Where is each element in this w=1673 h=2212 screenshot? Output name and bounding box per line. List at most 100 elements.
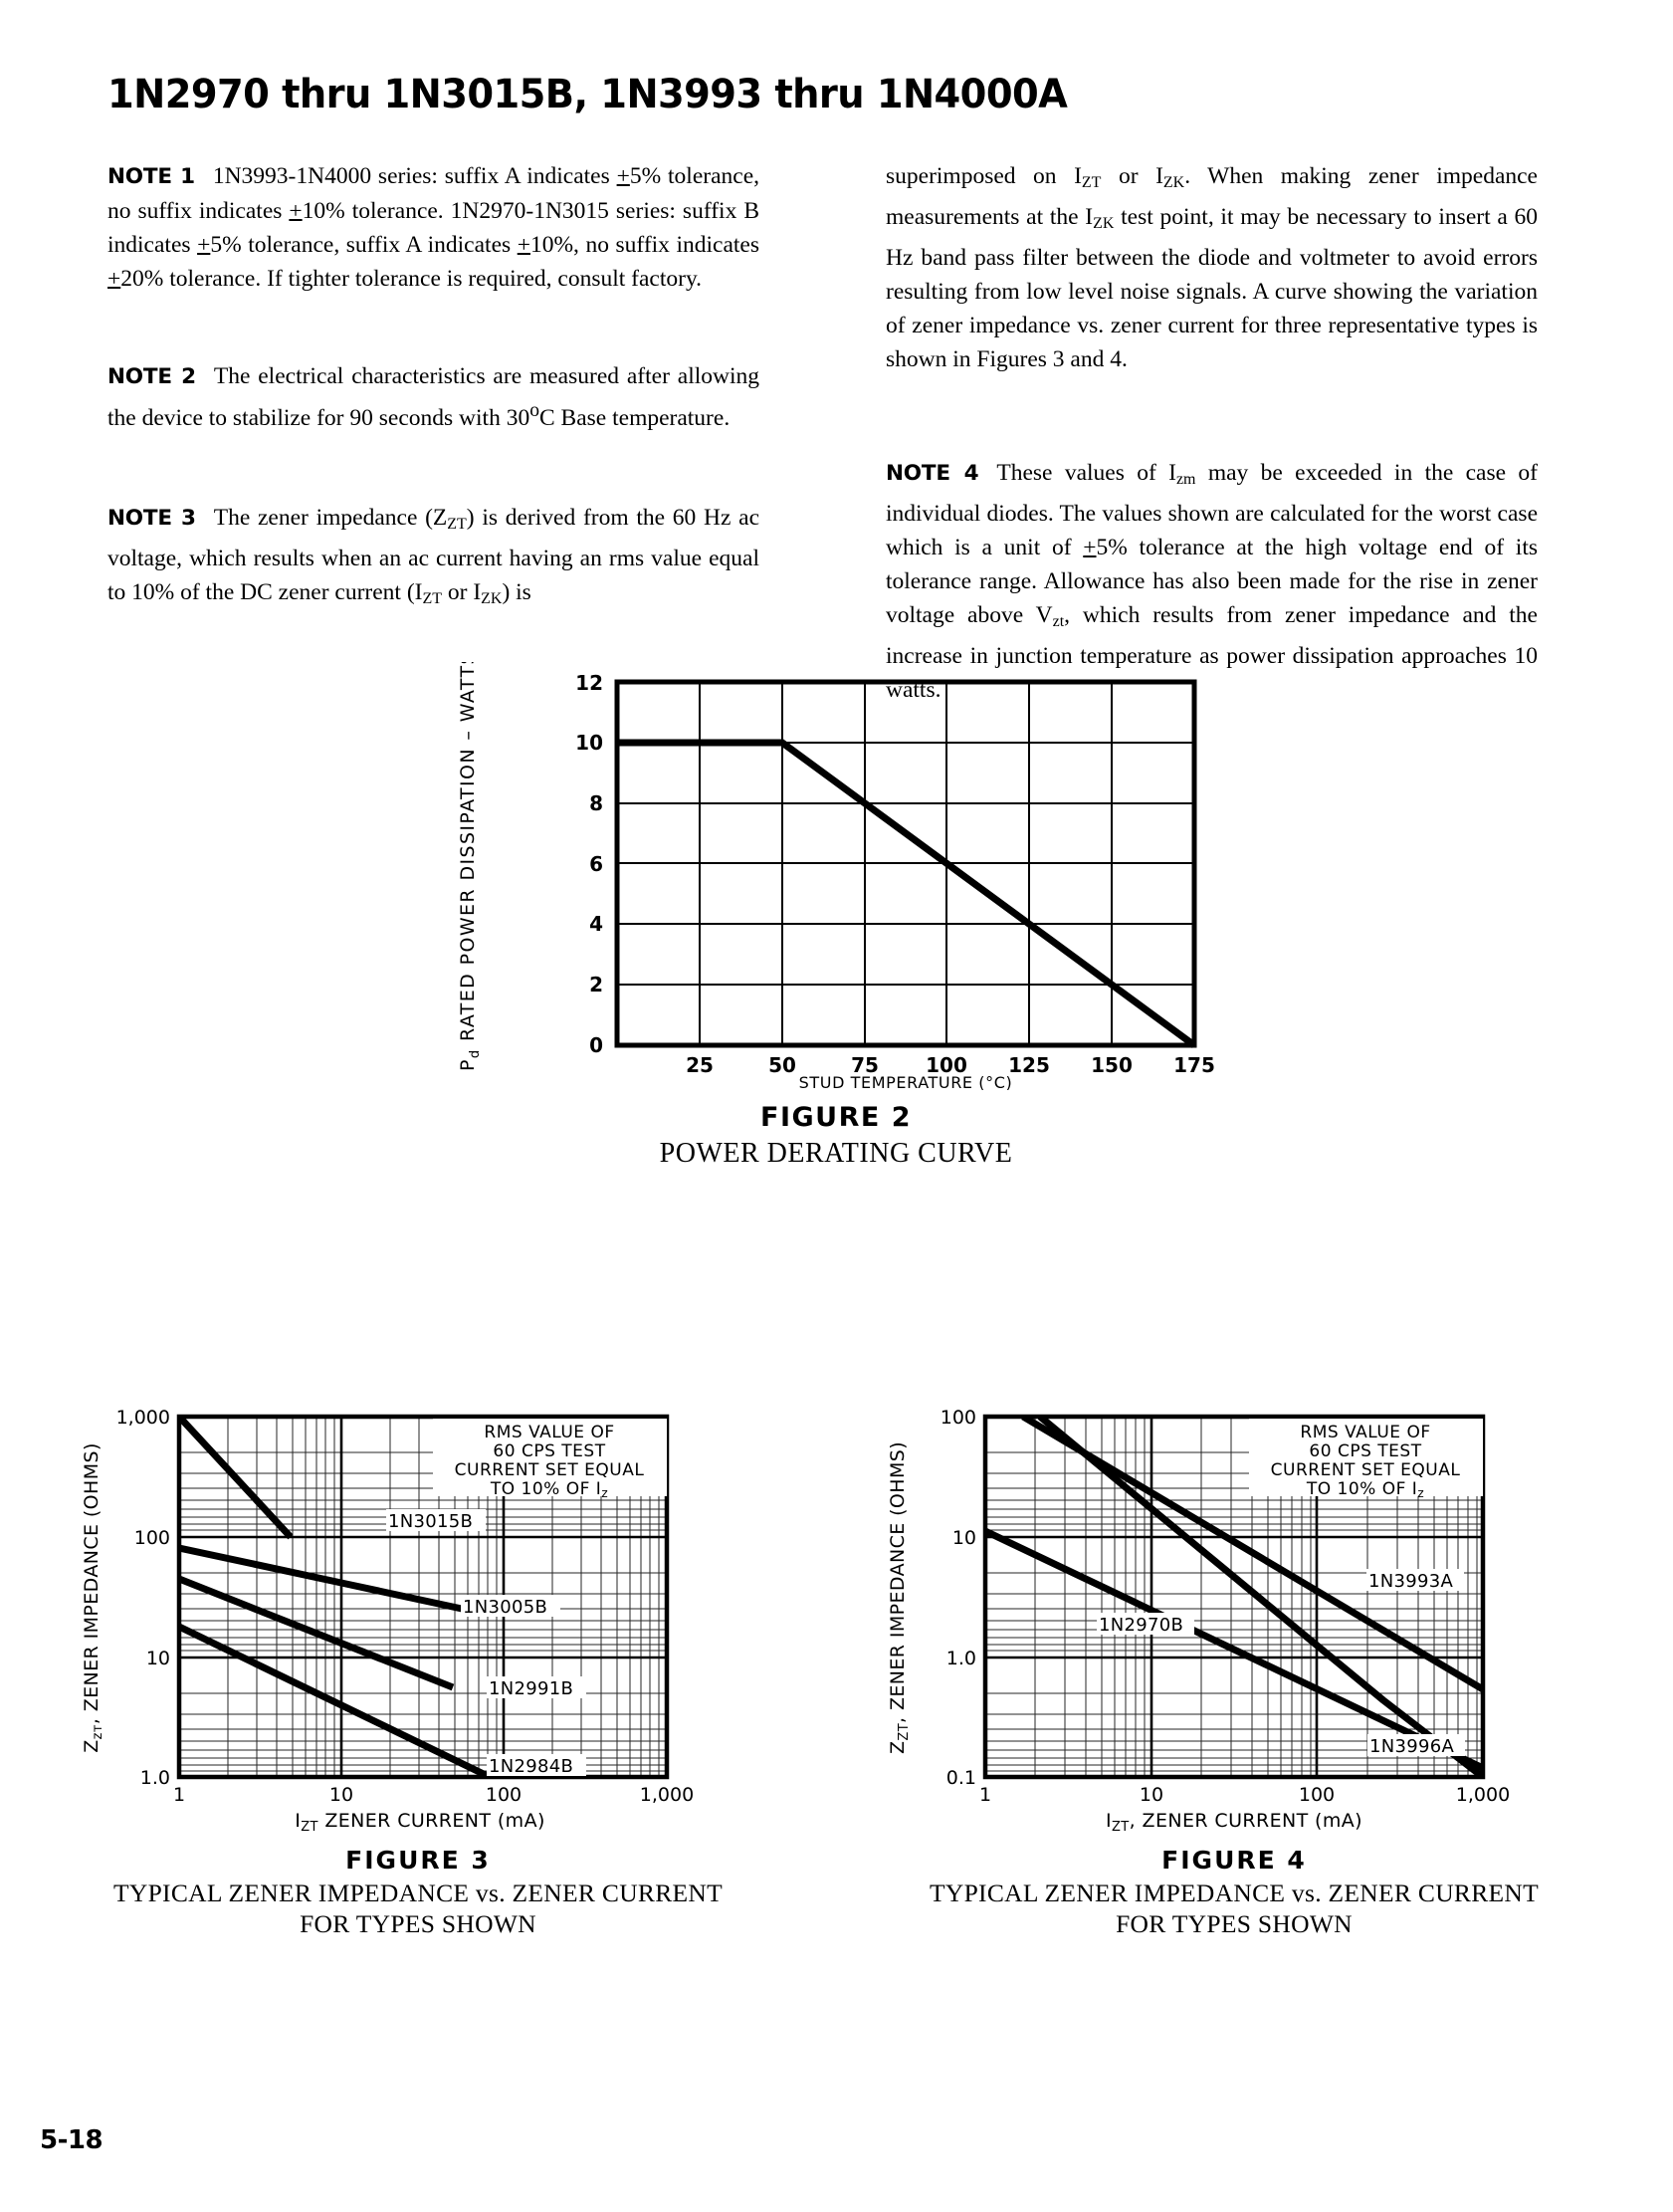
- note-2-label: NOTE 2: [107, 364, 196, 389]
- y-tick-12: 12: [575, 671, 603, 695]
- figure-4-y-ticks: 100 10 1.0 0.1: [941, 1407, 976, 1789]
- figure-4-plot-frame: [982, 1414, 1486, 1780]
- page-title: 1N2970 thru 1N3015B, 1N3993 thru 1N4000A: [107, 72, 1068, 117]
- figure-2-y-ticks: 12 10 8 6 4 2 0: [575, 671, 603, 1057]
- note-1-text: 1N3993-1N4000 series: suffix A indicates…: [107, 163, 759, 292]
- note-2-text: The electrical characteristics are measu…: [107, 363, 760, 431]
- figure-4-series-labels: 1N3993A 1N2970B 1N3996A: [1097, 1569, 1465, 1757]
- figure-3-x-tick-10: 10: [329, 1784, 353, 1806]
- figure-2-y-axis-label: Pd RATED POWER DISSIPATION – WATTS: [457, 662, 483, 1071]
- figure-3-curve-1n3015b: [179, 1417, 294, 1540]
- figure-3-label-1n2984b: 1N2984B: [489, 1756, 573, 1777]
- figure-4-annotation-line-4: TO 10% OF Iz: [1306, 1479, 1424, 1500]
- figure-3-y-tick-100: 100: [134, 1527, 170, 1549]
- figure-3-label-1n2991b: 1N2991B: [489, 1678, 573, 1699]
- figure-4-number: FIGURE 4: [1161, 1846, 1307, 1875]
- figure-4-y-tick-10: 10: [952, 1527, 976, 1549]
- figure-4-label-1n3993a: 1N3993A: [1368, 1571, 1454, 1592]
- figure-4-x-tick-10: 10: [1140, 1784, 1163, 1806]
- figure-3-label-1n3005b: 1N3005B: [463, 1597, 547, 1618]
- figure-4-title-line-1: TYPICAL ZENER IMPEDANCE vs. ZENER CURREN…: [929, 1879, 1539, 1907]
- figure-3-curve-1n2991b: [179, 1575, 455, 1691]
- figure-4-x-axis-label: IZT, ZENER CURRENT (mA): [1106, 1810, 1362, 1835]
- figure-3-title-line-2: FOR TYPES SHOWN: [300, 1909, 536, 1938]
- figure-3-y-ticks: 1,000 100 10 1.0: [116, 1407, 170, 1789]
- note-2: NOTE 2 The electrical characteristics are…: [107, 359, 759, 435]
- figure-3-series-labels: 1N3015B 1N3005B 1N2991B 1N2984B: [386, 1509, 586, 1777]
- figure-4-label-1n2970b: 1N2970B: [1099, 1615, 1183, 1636]
- note-4-label: NOTE 4: [886, 461, 979, 486]
- figure-4-x-ticks: 1 10 100 1,000: [979, 1784, 1510, 1806]
- figure-3-x-axis-label: IZT ZENER CURRENT (mA): [295, 1810, 545, 1835]
- figure-3-x-tick-100: 100: [486, 1784, 522, 1806]
- figure-3-y-tick-1000: 1,000: [116, 1407, 170, 1429]
- figure-4-y-tick-0-1: 0.1: [946, 1767, 976, 1789]
- figure-3: RMS VALUE OF 60 CPS TEST CURRENT SET EQU…: [70, 1399, 766, 1939]
- figure-4-y-tick-1: 1.0: [946, 1648, 976, 1669]
- figure-2: 12 10 8 6 4 2 0 25 50 75 100 125 150 175…: [438, 662, 1234, 1170]
- figure-4-x-tick-100: 100: [1299, 1784, 1335, 1806]
- note-4: NOTE 4 These values of Izm may be exceede…: [886, 456, 1538, 707]
- x-tick-25: 25: [686, 1053, 714, 1077]
- y-tick-4: 4: [589, 912, 603, 936]
- figure-2-grid: [617, 682, 1194, 1045]
- figure-3-x-tick-1: 1: [173, 1784, 185, 1806]
- y-tick-2: 2: [589, 973, 603, 996]
- figure-3-caption: FIGURE 3 TYPICAL ZENER IMPEDANCE vs. ZEN…: [70, 1846, 766, 1939]
- figure-3-y-tick-1: 1.0: [140, 1767, 170, 1789]
- note-1-label: NOTE 1: [107, 164, 195, 189]
- y-tick-0: 0: [589, 1033, 603, 1057]
- figure-3-y-axis-label: Zzт, ZENER IMPEDANCE (OHMS): [81, 1442, 105, 1753]
- figure-4-chart: RMS VALUE OF 60 CPS TEST CURRENT SET EQU…: [887, 1407, 1510, 1835]
- figure-3-x-tick-1000: 1,000: [640, 1784, 694, 1806]
- figure-4-x-tick-1000: 1,000: [1456, 1784, 1510, 1806]
- note-3-continuation-text: superimposed on IZT or IZK. When making …: [886, 163, 1539, 372]
- x-tick-175: 175: [1173, 1053, 1215, 1077]
- note-4-text: These values of Izm may be exceeded in t…: [886, 460, 1538, 703]
- figure-4-annotation-line-2: 60 CPS TEST: [1309, 1441, 1421, 1461]
- y-tick-6: 6: [589, 852, 603, 876]
- figure-4-annotation-line-1: RMS VALUE OF: [1300, 1423, 1430, 1442]
- figure-4-curve-1n2970b: [985, 1527, 1483, 1772]
- figure-3-chart: RMS VALUE OF 60 CPS TEST CURRENT SET EQU…: [81, 1407, 694, 1835]
- figure-2-curve: [617, 739, 1197, 1048]
- x-tick-150: 150: [1091, 1053, 1133, 1077]
- figure-4-x-tick-1: 1: [979, 1784, 991, 1806]
- figure-3-annotation-line-3: CURRENT SET EQUAL: [455, 1460, 645, 1480]
- figure-2-chart: 12 10 8 6 4 2 0 25 50 75 100 125 150 175…: [457, 662, 1215, 1090]
- note-1: NOTE 1 1N3993-1N4000 series: suffix A ind…: [107, 159, 759, 296]
- note-3-text: The zener impedance (ZZT) is derived fro…: [107, 504, 759, 607]
- figure-3-annotation-line-2: 60 CPS TEST: [493, 1441, 605, 1461]
- figure-3-plot-frame: [176, 1414, 670, 1780]
- y-tick-8: 8: [589, 791, 603, 815]
- figure-4: RMS VALUE OF 60 CPS TEST CURRENT SET EQU…: [876, 1399, 1592, 1939]
- note-3-label: NOTE 3: [107, 505, 196, 531]
- figure-4-y-tick-100: 100: [941, 1407, 976, 1429]
- figure-3-label-1n3015b: 1N3015B: [388, 1511, 473, 1532]
- figure-2-plot-frame: [614, 679, 1197, 1048]
- figure-2-x-ticks: 25 50 75 100 125 150 175: [686, 1053, 1215, 1077]
- note-3-continuation: superimposed on IZT or IZK. When making …: [886, 159, 1538, 376]
- x-tick-75: 75: [851, 1053, 879, 1077]
- figure-3-annotation: RMS VALUE OF 60 CPS TEST CURRENT SET EQU…: [433, 1419, 667, 1500]
- figure-3-number: FIGURE 3: [345, 1846, 491, 1875]
- figure-4-annotation: RMS VALUE OF 60 CPS TEST CURRENT SET EQU…: [1249, 1419, 1483, 1500]
- figure-4-y-axis-label: ZZT, ZENER IMPEDANCE (OHMS): [887, 1441, 912, 1754]
- notes-column-left: NOTE 1 1N3993-1N4000 series: suffix A ind…: [107, 159, 759, 646]
- page-number: 5-18: [40, 2125, 104, 2155]
- figure-3-x-ticks: 1 10 100 1,000: [173, 1784, 694, 1806]
- notes-column-right-lower: NOTE 4 These values of Izm may be exceede…: [886, 456, 1538, 737]
- figure-3-y-tick-10: 10: [146, 1648, 170, 1669]
- figure-4-title-line-2: FOR TYPES SHOWN: [1116, 1909, 1353, 1938]
- figure-3-annotation-line-1: RMS VALUE OF: [484, 1423, 614, 1442]
- figure-4-annotation-line-3: CURRENT SET EQUAL: [1271, 1460, 1461, 1480]
- figure-2-number: FIGURE 2: [760, 1102, 912, 1133]
- y-tick-10: 10: [575, 731, 603, 755]
- figure-2-x-axis-label: STUD TEMPERATURE (°C): [799, 1073, 1013, 1090]
- figure-3-curve-1n3005b: [179, 1544, 463, 1613]
- x-tick-50: 50: [768, 1053, 796, 1077]
- figure-4-caption: FIGURE 4 TYPICAL ZENER IMPEDANCE vs. ZEN…: [876, 1846, 1592, 1939]
- figure-2-caption: FIGURE 2 POWER DERATING CURVE: [438, 1102, 1234, 1170]
- x-tick-125: 125: [1008, 1053, 1050, 1077]
